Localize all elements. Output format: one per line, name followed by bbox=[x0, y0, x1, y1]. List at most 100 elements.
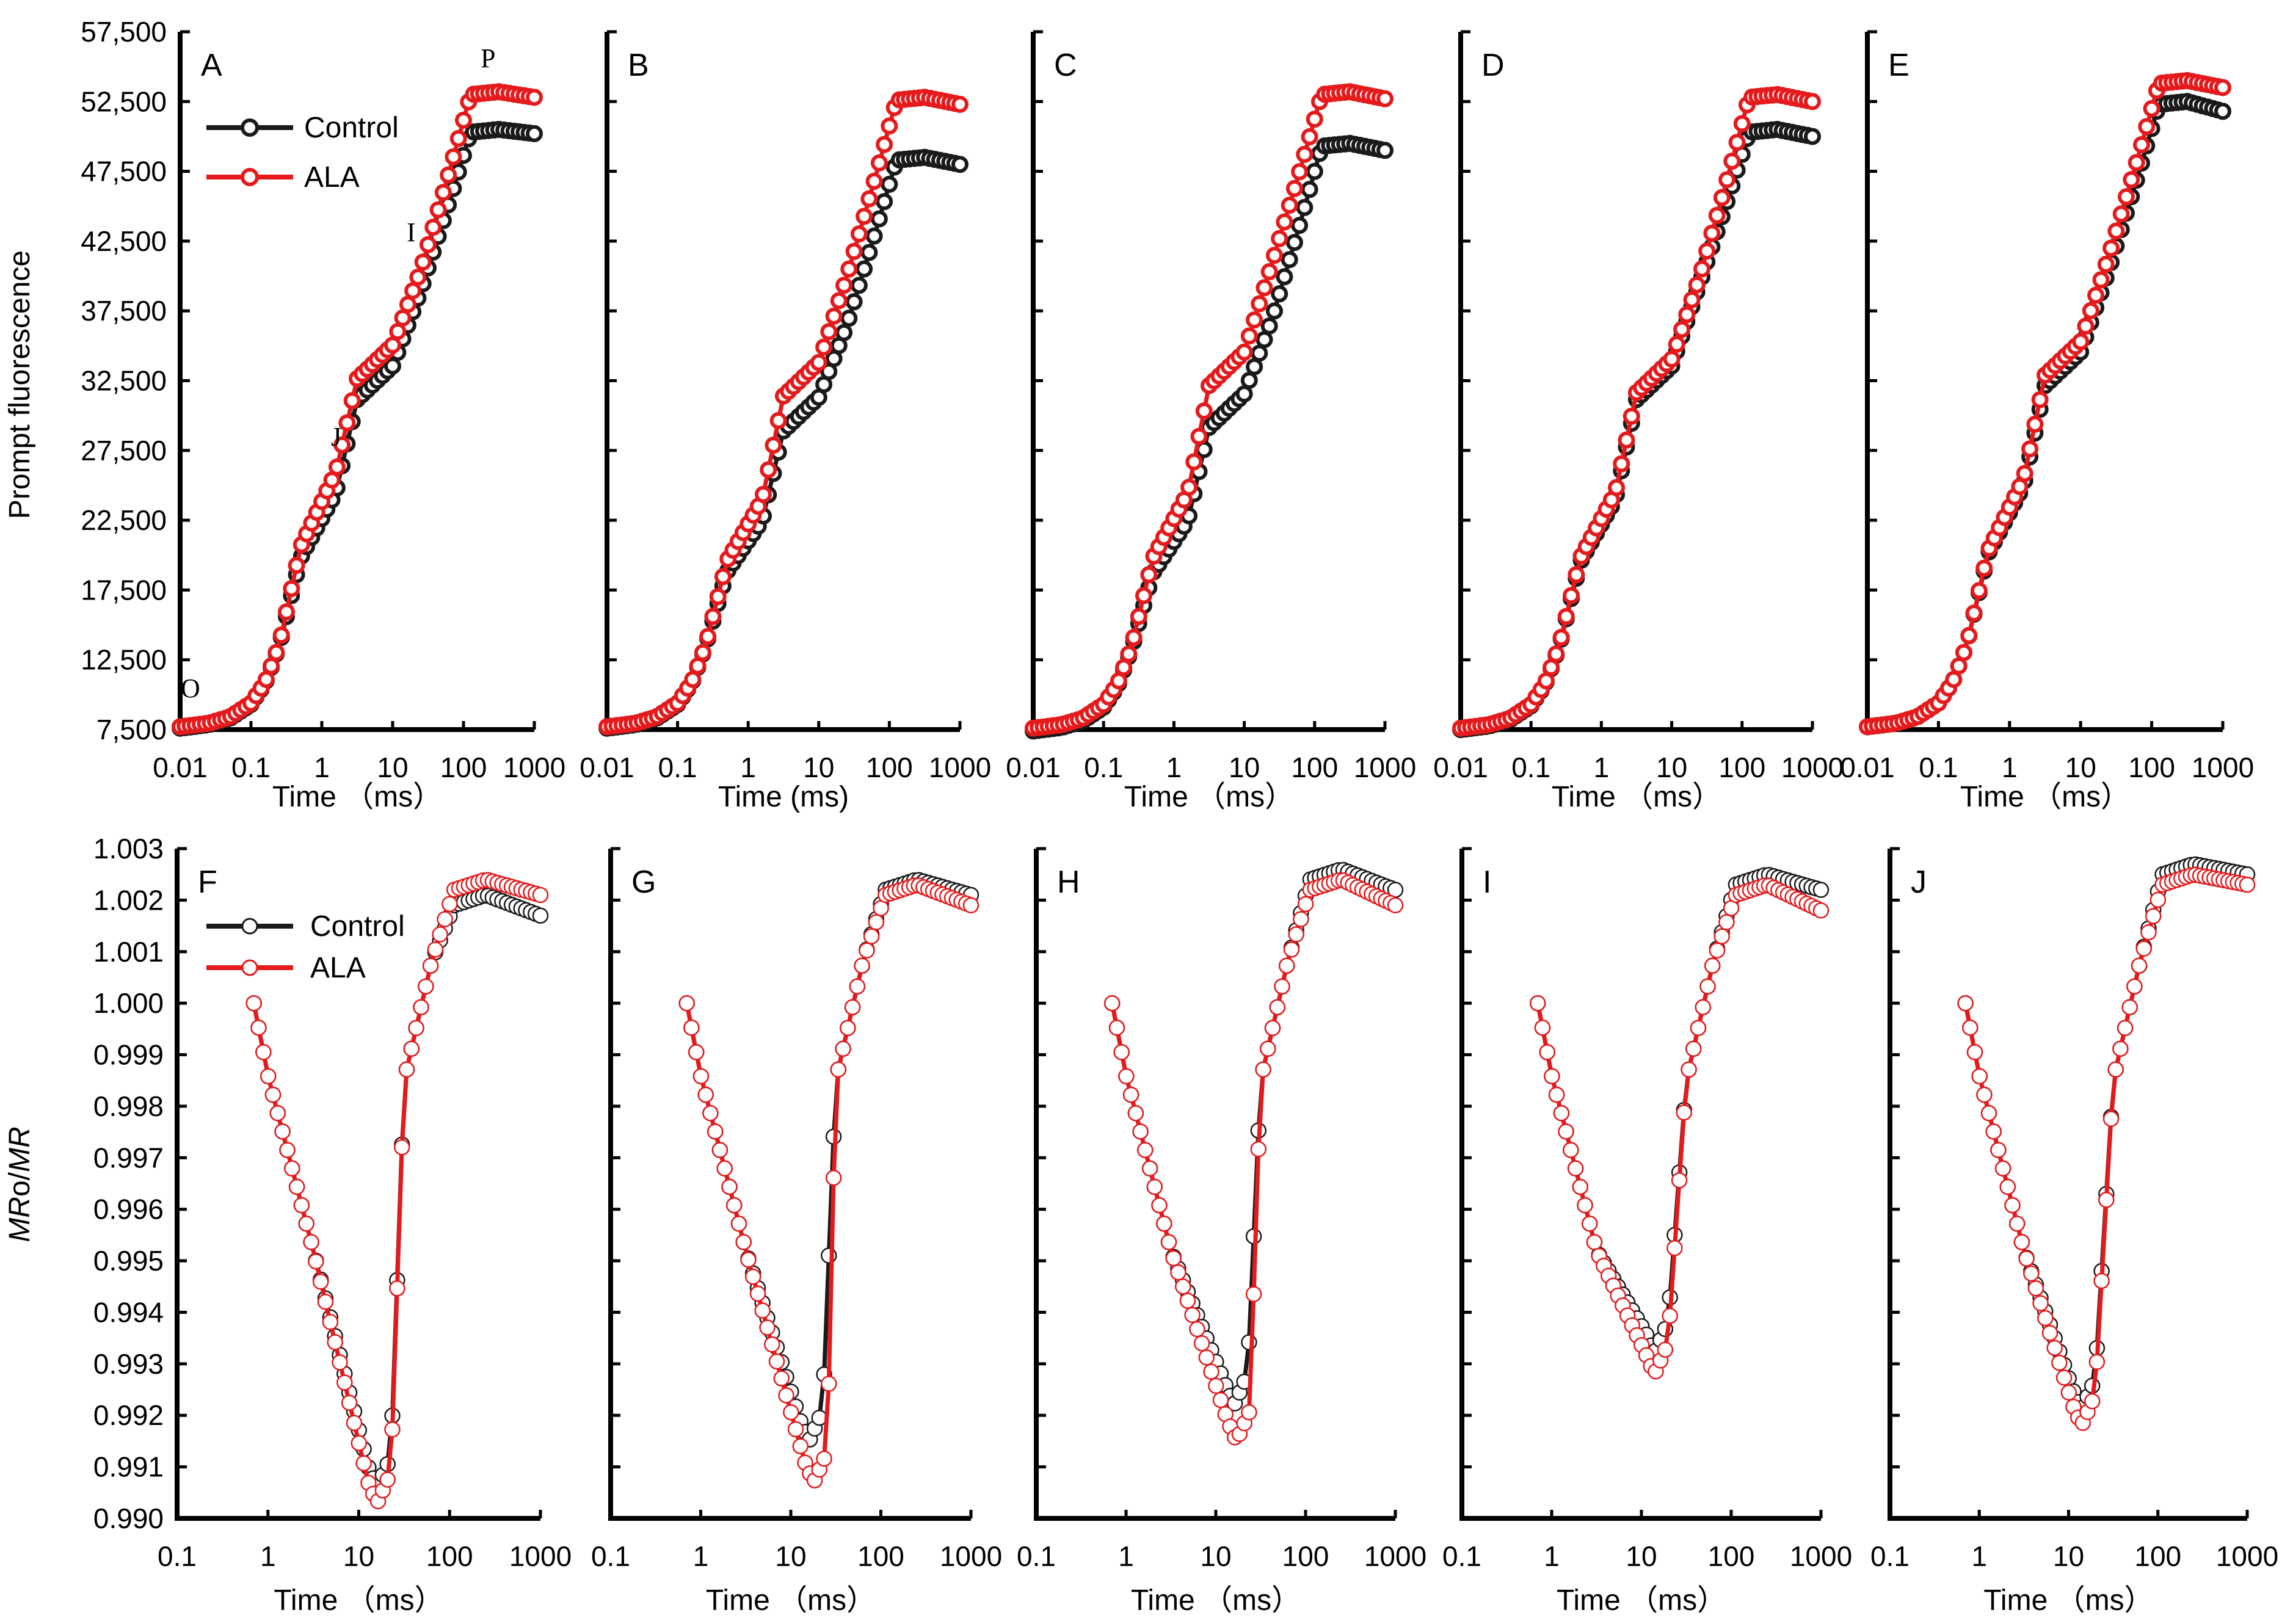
legend-bottom: Control ALA bbox=[206, 910, 405, 984]
data-point-ala-J bbox=[2004, 1197, 2021, 1214]
data-point-ala-E bbox=[2021, 440, 2039, 458]
x-tick-label-A: 1000 bbox=[503, 752, 565, 783]
x-tick-label-B: 1000 bbox=[929, 752, 991, 783]
data-point-ala-B bbox=[835, 277, 853, 294]
data-point-ala-I bbox=[1567, 1160, 1584, 1177]
data-point-ala-H bbox=[1283, 941, 1300, 958]
x-tick-label-A: 0.1 bbox=[231, 752, 271, 783]
data-point-ala-F bbox=[413, 999, 429, 1015]
data-point-ala-I bbox=[1572, 1178, 1589, 1195]
data-point-ala-F bbox=[293, 1197, 310, 1214]
data-point-ala-A bbox=[414, 253, 432, 271]
data-point-control-E bbox=[2214, 103, 2231, 120]
data-point-ala-C bbox=[1281, 197, 1298, 214]
data-point-ala-E bbox=[2128, 154, 2145, 172]
x-tick-label-F: 100 bbox=[426, 1540, 473, 1572]
data-point-ala-J bbox=[2088, 1354, 2106, 1371]
data-point-ala-E bbox=[2072, 333, 2090, 350]
data-point-ala-J bbox=[2121, 999, 2138, 1015]
panel-title-B: B bbox=[628, 48, 649, 83]
data-point-ala-I bbox=[1713, 928, 1730, 944]
panel-B: 0.01 0.1 1 10 100 1000 Time (ms) B bbox=[580, 30, 991, 813]
data-point-ala-J bbox=[2023, 1265, 2040, 1282]
data-point-ala-G bbox=[840, 1020, 856, 1037]
data-point-ala-A bbox=[328, 458, 346, 476]
bottom-ylabel-part-2: o/ bbox=[4, 1172, 36, 1197]
x-tick-label-E: 100 bbox=[2128, 752, 2175, 783]
data-point-ala-G bbox=[711, 1142, 729, 1158]
data-point-ala-I bbox=[1534, 1020, 1551, 1036]
x-tick-label-D: 0.01 bbox=[1433, 752, 1488, 783]
data-point-ala-E bbox=[1970, 582, 1988, 600]
x-tick-label-F: 0.1 bbox=[158, 1540, 197, 1572]
data-point-ala-D bbox=[1733, 115, 1751, 132]
data-point-ala-J bbox=[2145, 908, 2162, 924]
data-point-ala-B bbox=[865, 172, 883, 190]
data-point-ala-H bbox=[1141, 1160, 1158, 1177]
data-point-control-C bbox=[1271, 285, 1288, 303]
data-point-control-C bbox=[1246, 358, 1263, 375]
data-point-control-B bbox=[870, 210, 888, 228]
data-point-ala-J bbox=[2131, 957, 2148, 974]
data-point-ala-I bbox=[1662, 1307, 1678, 1324]
data-point-ala-J bbox=[1966, 1044, 1983, 1060]
data-point-ala-I bbox=[1563, 1142, 1579, 1158]
legend-bottom-control-marker bbox=[241, 918, 258, 935]
data-point-ala-J bbox=[2018, 1250, 2035, 1267]
data-point-ala-E bbox=[2102, 239, 2120, 257]
data-point-ala-G bbox=[849, 978, 866, 995]
data-point-ala-H bbox=[1156, 1216, 1172, 1232]
x-tick-label-I: 10 bbox=[1626, 1540, 1657, 1572]
data-point-ala-G bbox=[863, 928, 880, 944]
data-point-ala-F bbox=[355, 1455, 372, 1471]
data-point-ala-E bbox=[2112, 205, 2130, 223]
data-point-ala-H bbox=[1122, 1086, 1139, 1103]
x-tick-label-G: 1 bbox=[693, 1540, 709, 1572]
data-point-ala-G bbox=[859, 942, 875, 959]
data-point-ala-J bbox=[2117, 1020, 2134, 1037]
data-point-ala-D bbox=[1678, 306, 1696, 324]
y-tick-label: 1.003 bbox=[93, 833, 164, 865]
data-point-ala-I bbox=[1586, 1234, 1603, 1250]
data-point-ala-D bbox=[1693, 260, 1710, 278]
x-tick-label-D: 0.1 bbox=[1511, 752, 1550, 783]
data-point-ala-H bbox=[1203, 1363, 1219, 1380]
x-tick-label-C: 0.01 bbox=[1006, 752, 1061, 783]
panel-title-A: A bbox=[201, 48, 222, 83]
data-point-ala-F bbox=[312, 1274, 329, 1290]
data-point-ala-A bbox=[404, 282, 422, 300]
panel-title-G: G bbox=[631, 865, 656, 900]
data-point-ala-F bbox=[317, 1294, 334, 1310]
data-point-ala-G bbox=[830, 1061, 847, 1078]
x-tick-label-H: 1000 bbox=[1364, 1540, 1426, 1572]
x-axis-title-E: Time （ms） bbox=[1960, 781, 2130, 813]
x-tick-label-B: 100 bbox=[866, 752, 913, 783]
data-point-control-C bbox=[1285, 234, 1303, 252]
data-point-ala-G bbox=[697, 1086, 714, 1103]
data-point-ala-B bbox=[830, 292, 848, 310]
data-point-ala-F bbox=[245, 995, 262, 1012]
data-point-ala-D bbox=[1537, 672, 1555, 690]
data-point-ala-C bbox=[1235, 343, 1253, 361]
data-point-ala-C bbox=[1190, 427, 1208, 445]
data-point-ala-D bbox=[1713, 189, 1731, 206]
x-tick-label-I: 100 bbox=[1708, 1540, 1755, 1572]
data-point-ala-F bbox=[255, 1044, 272, 1060]
data-point-ala-D bbox=[1608, 479, 1626, 496]
data-point-ala-G bbox=[844, 999, 861, 1015]
data-point-ala-E bbox=[2077, 317, 2095, 335]
data-point-ala-D bbox=[1563, 587, 1580, 604]
data-point-ala-B bbox=[704, 607, 722, 625]
data-point-ala-F bbox=[393, 1139, 410, 1156]
data-point-ala-G bbox=[825, 1169, 842, 1186]
data-point-ala-G bbox=[692, 1068, 710, 1085]
data-point-control-C bbox=[1240, 372, 1258, 389]
data-point-ala-C bbox=[1285, 179, 1303, 197]
data-point-ala-E bbox=[1950, 657, 1968, 675]
data-point-ala-J bbox=[2060, 1384, 2077, 1401]
series-line-ala-H bbox=[1110, 878, 1397, 1441]
data-point-ala-H bbox=[1137, 1142, 1154, 1158]
legend-top-control-marker bbox=[241, 118, 259, 137]
x-tick-label-C: 10 bbox=[1229, 752, 1260, 783]
panel-title-I: I bbox=[1483, 865, 1491, 900]
